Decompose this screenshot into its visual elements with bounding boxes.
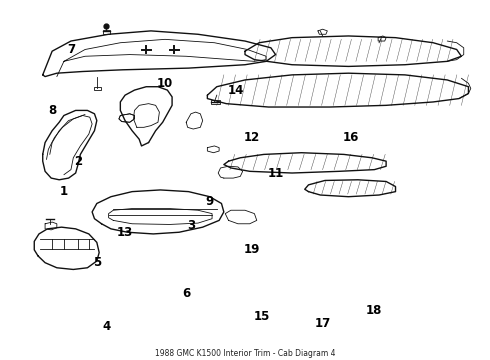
Text: 16: 16: [343, 131, 359, 144]
Text: 4: 4: [102, 320, 110, 333]
Text: 7: 7: [67, 43, 75, 56]
Text: 17: 17: [315, 317, 331, 330]
Polygon shape: [119, 114, 134, 122]
Text: 9: 9: [206, 195, 214, 208]
Text: 5: 5: [93, 256, 101, 269]
Bar: [211, 100, 220, 104]
Text: 3: 3: [187, 219, 195, 232]
Text: 6: 6: [182, 287, 190, 300]
Text: 10: 10: [157, 77, 173, 90]
Bar: [103, 30, 110, 34]
Text: 12: 12: [244, 131, 260, 144]
Text: 13: 13: [117, 226, 133, 239]
Text: 18: 18: [366, 303, 383, 316]
Text: 19: 19: [244, 243, 260, 256]
Text: 8: 8: [48, 104, 56, 117]
Text: 14: 14: [227, 84, 244, 96]
Text: 2: 2: [74, 155, 82, 168]
Text: 11: 11: [268, 167, 284, 180]
Text: 1988 GMC K1500 Interior Trim - Cab Diagram 4: 1988 GMC K1500 Interior Trim - Cab Diagr…: [155, 349, 335, 358]
Bar: [94, 87, 100, 90]
Text: 15: 15: [253, 310, 270, 323]
Text: 1: 1: [60, 185, 68, 198]
